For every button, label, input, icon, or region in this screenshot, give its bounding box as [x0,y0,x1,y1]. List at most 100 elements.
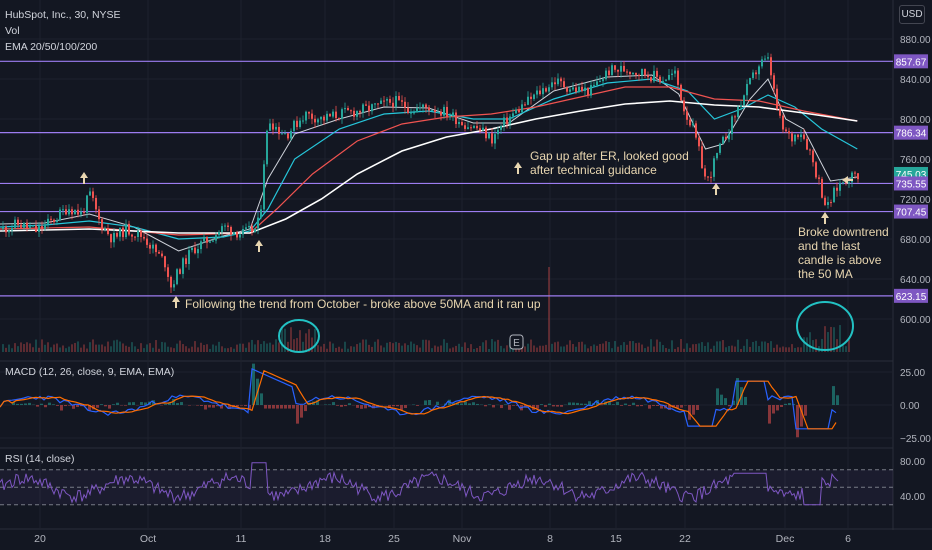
volume-legend[interactable]: Vol [5,25,20,37]
candle-body [221,226,223,232]
volume-bar [659,341,661,352]
macd-hist-bar [356,405,359,408]
candle-body [77,209,79,215]
rsi-legend[interactable]: RSI (14, close) [5,453,74,465]
volume-bar [746,339,748,352]
volume-bar [449,348,451,352]
volume-bar [638,342,640,352]
candle-body [341,109,343,119]
volume-bar [308,329,310,352]
earnings-marker[interactable] [509,334,524,350]
macd-hist-bar [800,405,803,427]
volume-bar [791,344,793,352]
macd-hist-bar [656,405,659,407]
macd-hist-bar [628,405,631,406]
level-badge [894,204,928,219]
candle-body [353,110,355,117]
volume-bar [443,339,445,352]
volume-bar [755,340,757,352]
macd-legend[interactable]: MACD (12, 26, close, 9, EMA, EMA) [5,366,174,378]
symbol-title[interactable]: HubSpot, Inc., 30, NYSE [5,9,121,21]
candle-body [416,108,418,113]
time-tick-label: Oct [140,533,156,545]
level-badge-label: 786.34 [896,129,927,140]
candle-body [380,100,382,104]
candle-body [179,269,181,274]
volume-bar [770,341,772,352]
candle-body [413,112,415,114]
macd-hist-bar [60,405,63,411]
volume-bar [218,341,220,352]
candle-body [638,74,640,76]
macd-hist-bar [668,405,671,410]
ema-line-4 [0,100,858,234]
macd-hist-bar [212,405,215,408]
candle-body [269,123,271,131]
candle-body [209,241,211,243]
macd-hist-bar [552,405,555,407]
candle-body [248,225,250,228]
candle-body [683,100,685,112]
candle-body [8,230,10,233]
volume-bar [305,333,307,352]
candle-body [629,71,631,75]
volume-bar [227,348,229,352]
volume-bar [191,346,193,352]
candle-body [677,70,679,85]
up-arrow-icon [172,296,180,308]
volume-bar [152,347,154,352]
candle-body [659,76,661,83]
candle-body [410,112,412,114]
time-tick-label: 22 [679,533,691,545]
candle-body [644,69,646,76]
volume-bar [77,341,79,352]
volume-bar [164,342,166,352]
macd-hist-bar [360,405,363,409]
volume-bar [500,345,502,352]
candle-body [518,109,520,113]
candle-body [692,123,694,126]
volume-bar [86,348,88,352]
candle-body [278,126,280,135]
macd-hist-bar [620,405,623,406]
volume-bar [395,341,397,352]
ema-legend[interactable]: EMA 20/50/100/200 [5,41,97,53]
volume-bar [224,348,226,352]
volume-bar [650,339,652,352]
volume-bar [812,340,814,352]
volume-bar [125,345,127,352]
volume-bar [362,339,364,352]
candle-body [188,250,190,265]
candle-body [47,218,49,225]
macd-hist-bar [228,405,231,410]
volume-bar [569,340,571,352]
volume-bar [698,343,700,352]
volume-bar [530,339,532,352]
candle-body [329,113,331,117]
macd-hist-bar [612,404,615,405]
price-tick-label: 880.00 [900,35,931,46]
price-tick-label: 680.00 [900,235,931,246]
volume-bar [209,348,211,352]
volume-bar [329,341,331,352]
volume-bar [245,347,247,352]
volume-bar [626,344,628,352]
volume-bar [590,346,592,352]
macd-hist-bar [728,405,731,407]
volume-bar [839,325,841,352]
candle-body [449,116,451,118]
volume-bar [524,346,526,352]
volume-bar [455,345,457,352]
volume-bar [710,348,712,352]
candle-body [590,85,592,96]
volume-bar [566,344,568,352]
candle-body [461,121,463,126]
volume-bar [203,344,205,352]
currency-button[interactable]: USD [899,5,925,24]
candle-body [506,117,508,124]
volume-bar [554,342,556,352]
volume-bar [836,339,838,352]
annotation-gap-line2: after technical guidance [530,163,657,177]
